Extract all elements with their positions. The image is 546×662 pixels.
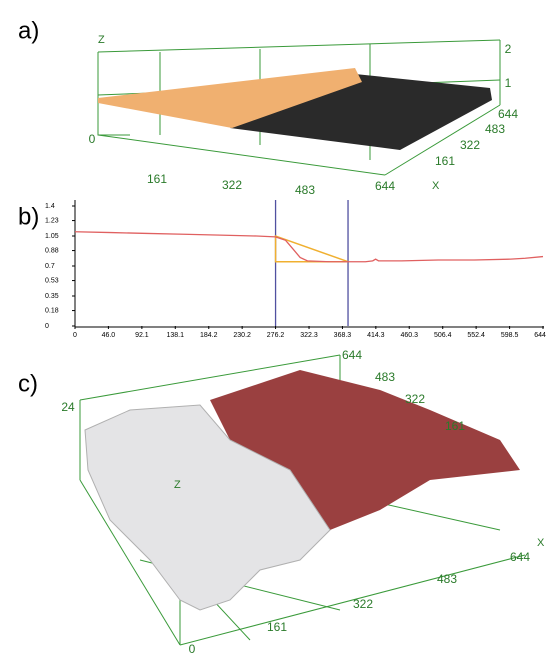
x-tick-label: 368.3	[334, 332, 352, 339]
panel-label: c)	[18, 370, 38, 397]
tick-label: 24	[61, 400, 75, 414]
y-tick-label: 0.18	[45, 307, 59, 314]
tick-label: 644	[375, 179, 395, 193]
x-tick-label: 184.2	[200, 332, 218, 339]
tick-label: 483	[375, 370, 395, 384]
axes-b	[75, 200, 544, 327]
tick-label: 1	[505, 76, 512, 90]
x-tick-label: 46.0	[102, 332, 116, 339]
axis-label: Z	[98, 34, 105, 46]
axis-label: X	[537, 537, 545, 549]
tick-label: 483	[485, 122, 505, 136]
panel-label: b)	[18, 203, 39, 230]
axis-label: X	[432, 180, 440, 192]
x-tick-label: 644.5	[534, 332, 546, 339]
tick-label: 644	[342, 348, 362, 362]
x-tick-label: 598.5	[501, 332, 519, 339]
tick-label: 0	[189, 642, 196, 656]
panel-label: a)	[18, 17, 39, 44]
tick-label: 322	[405, 392, 425, 406]
tick-label: 483	[295, 183, 315, 197]
y-tick-label: 0.35	[45, 293, 59, 300]
x-tick-label: 552.4	[467, 332, 485, 339]
y-tick-label: 1.05	[45, 233, 59, 240]
tick-label: 161	[445, 419, 465, 433]
x-tick-label: 138.1	[167, 332, 185, 339]
y-tick-label: 0.88	[45, 247, 59, 254]
x-tick-label: 276.2	[267, 332, 285, 339]
tick-label: 322	[222, 178, 242, 192]
y-tick-label: 0.53	[45, 277, 59, 284]
y-tick-label: 0.7	[45, 263, 55, 270]
tick-label: 2	[505, 42, 512, 56]
tick-label: 322	[353, 597, 373, 611]
x-tick-label: 230.2	[233, 332, 251, 339]
triangle	[276, 236, 348, 262]
axis-label: Z	[174, 479, 181, 491]
tick-label: 322	[460, 138, 480, 152]
tick-label: 161	[435, 154, 455, 168]
x-tick-label: 0	[73, 332, 77, 339]
x-tick-label: 460.3	[400, 332, 418, 339]
tick-label: 161	[267, 620, 287, 634]
figure: a)120161322483644161322483644ZXb)00.180.…	[0, 0, 546, 657]
line	[75, 232, 543, 262]
tick-label: 644	[510, 550, 530, 564]
tick-label: 161	[147, 172, 167, 186]
y-tick-label: 1.23	[45, 217, 59, 224]
tick-label: 644	[498, 107, 518, 121]
y-tick-label: 0	[45, 323, 49, 330]
x-tick-label: 414.3	[367, 332, 385, 339]
tick-label: 483	[437, 572, 457, 586]
y-tick-label: 1.4	[45, 203, 55, 210]
x-tick-label: 506.4	[434, 332, 452, 339]
tick-label: 0	[89, 132, 96, 146]
x-tick-label: 322.3	[300, 332, 318, 339]
x-tick-label: 92.1	[135, 332, 149, 339]
